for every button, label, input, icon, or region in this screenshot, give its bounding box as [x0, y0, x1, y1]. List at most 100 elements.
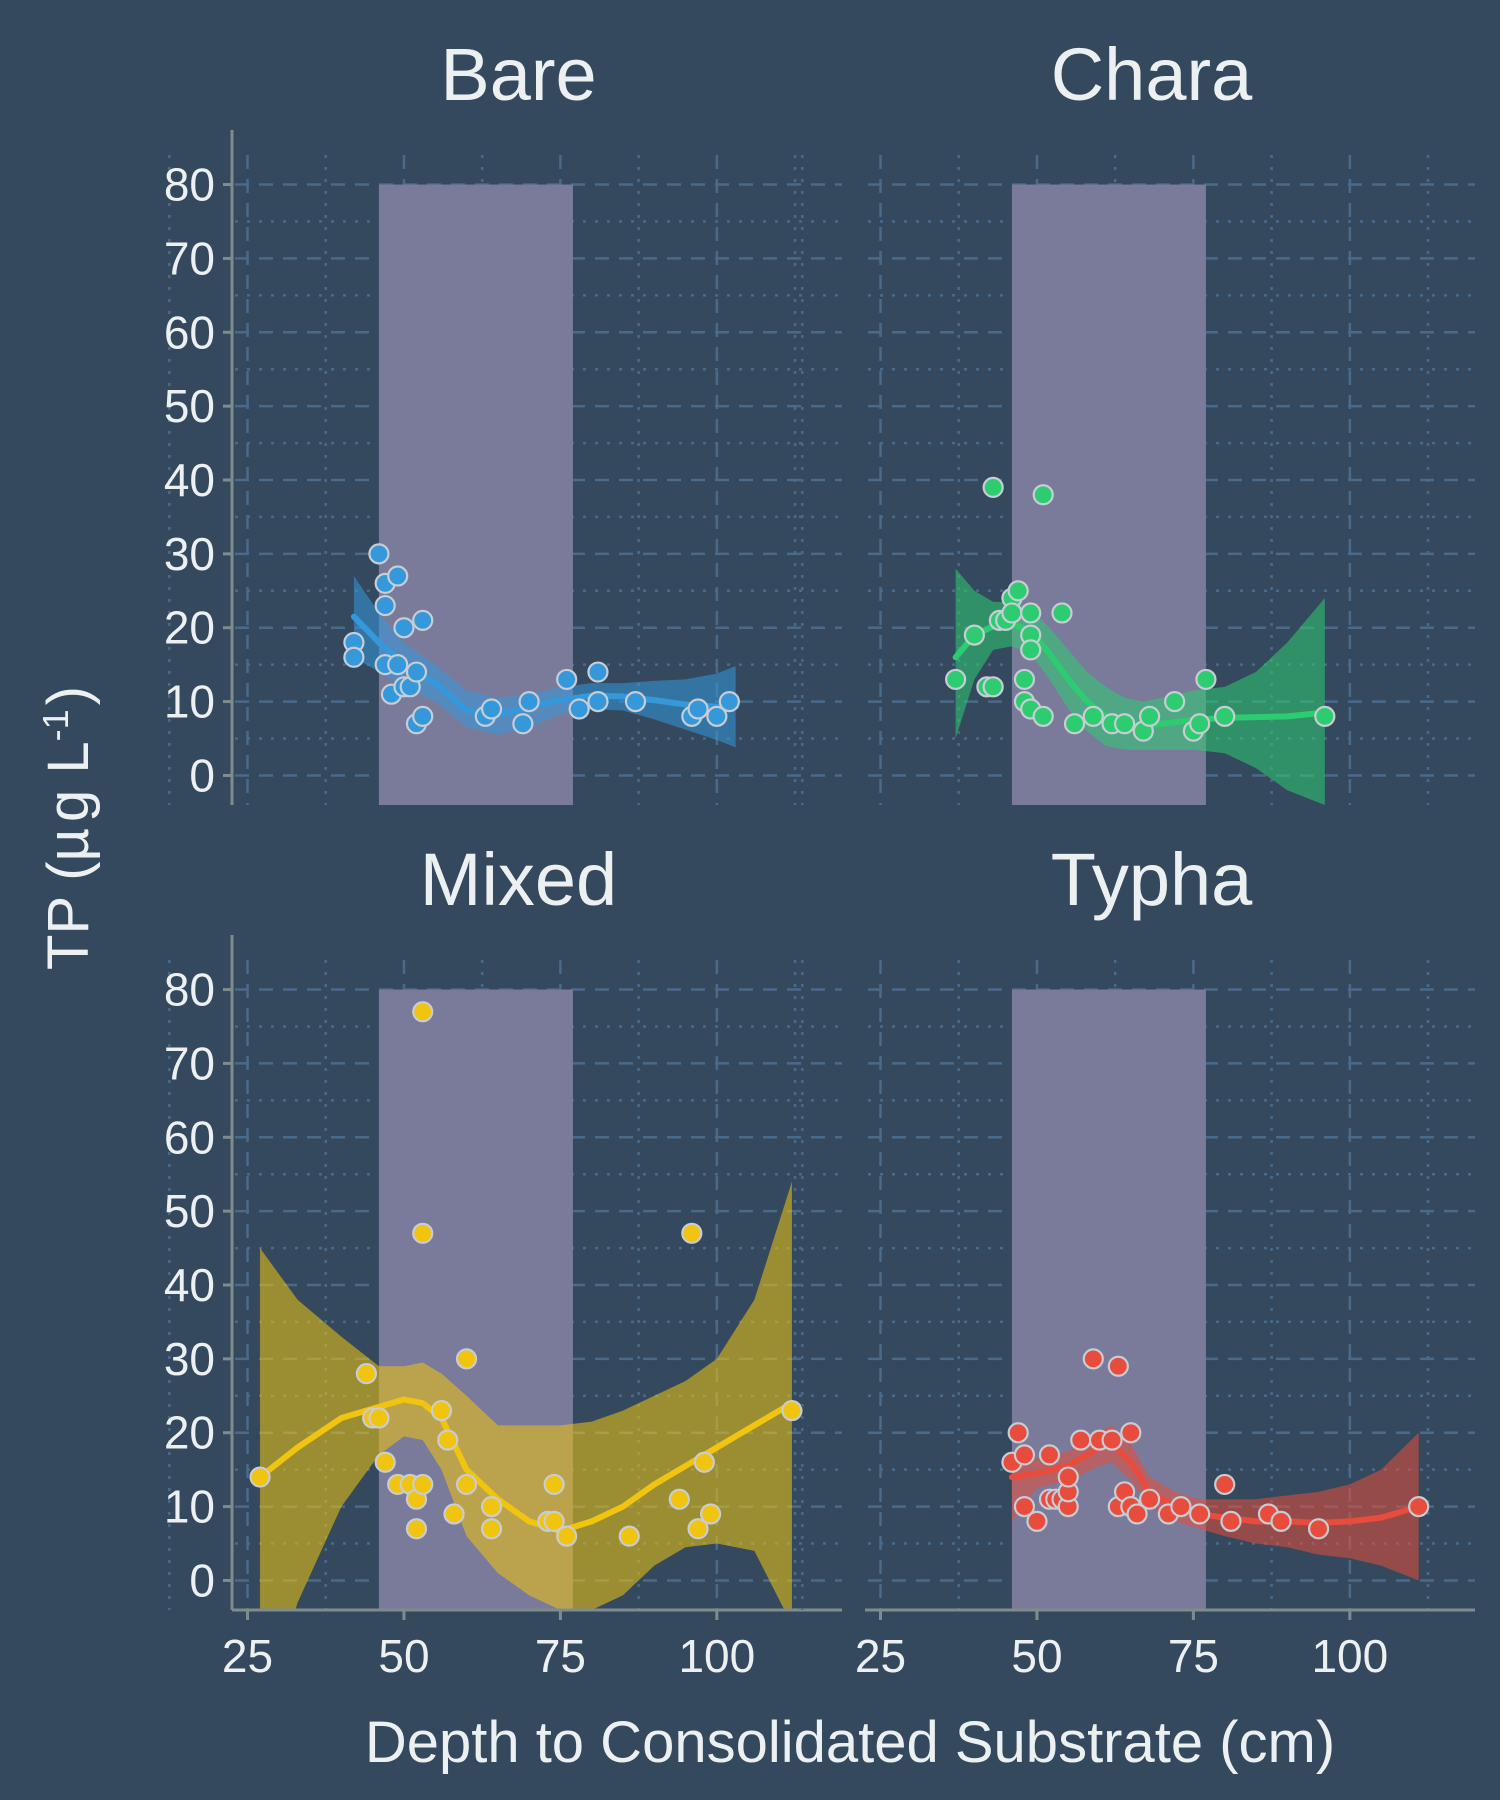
data-point	[368, 543, 390, 565]
confidence-ribbon	[1011, 1425, 1419, 1581]
y-tick-label: 0	[189, 749, 215, 801]
data-point	[1164, 690, 1186, 713]
data-point	[945, 668, 967, 691]
data-point	[543, 1510, 565, 1532]
data-point	[781, 1399, 803, 1422]
data-point	[1032, 705, 1054, 727]
y-tick-label: 10	[164, 1481, 215, 1533]
data-point	[1101, 1429, 1123, 1451]
y-tick-label: 20	[164, 1407, 215, 1459]
data-point	[480, 698, 503, 720]
x-tick-label: 100	[678, 1630, 755, 1682]
panel-title-bare: Bare	[440, 33, 596, 116]
data-point	[1038, 1444, 1061, 1466]
data-point	[1070, 1429, 1092, 1451]
data-point	[1007, 1422, 1029, 1444]
panel-title-chara: Chara	[1051, 33, 1253, 116]
x-tick-label: 50	[378, 1630, 429, 1682]
data-point	[405, 661, 428, 683]
data-point	[249, 1466, 271, 1488]
data-point	[1138, 705, 1161, 727]
data-point	[355, 1363, 378, 1385]
y-tick-label: 30	[164, 528, 215, 580]
data-point	[387, 654, 409, 676]
data-point	[1214, 1473, 1236, 1496]
data-point	[480, 1518, 503, 1540]
data-point	[681, 1222, 703, 1244]
data-point	[1220, 1510, 1242, 1532]
data-point	[1189, 1503, 1211, 1525]
data-point	[1013, 1495, 1036, 1518]
data-point	[1007, 580, 1029, 602]
data-point	[430, 1399, 453, 1422]
x-tick-label: 25	[855, 1630, 906, 1682]
data-point	[1126, 1503, 1148, 1525]
data-point	[374, 1451, 396, 1473]
y-axis-title-unit: g L	[36, 741, 101, 822]
y-tick-label: 80	[164, 964, 215, 1016]
data-point	[374, 594, 396, 617]
data-point	[1013, 668, 1036, 691]
y-tick-label: 50	[164, 380, 215, 432]
data-point	[1063, 713, 1086, 735]
data-point	[1170, 1495, 1192, 1518]
y-tick-label: 70	[164, 232, 215, 284]
plot-area-bare	[343, 543, 740, 748]
data-point	[412, 1001, 434, 1023]
data-point	[1270, 1510, 1292, 1532]
data-point	[343, 646, 365, 668]
y-axis-title-main: TP (	[36, 861, 101, 970]
data-point	[443, 1503, 465, 1525]
data-point	[963, 624, 985, 646]
data-point	[1057, 1466, 1079, 1488]
data-point	[543, 1473, 565, 1496]
data-point	[405, 1518, 428, 1540]
data-point	[1082, 1348, 1104, 1370]
y-axis-title-close: )	[36, 686, 101, 705]
plot-area-chara	[945, 476, 1336, 805]
data-point	[718, 690, 740, 713]
data-point	[982, 476, 1004, 498]
data-point	[1214, 705, 1236, 727]
panel-chara: Chara	[801, 33, 1475, 805]
data-point	[1408, 1495, 1430, 1518]
data-point	[1020, 602, 1042, 624]
data-point	[518, 690, 540, 713]
data-point	[412, 1222, 434, 1244]
y-tick-label: 50	[164, 1185, 215, 1237]
y-axis-title-mu: µ	[36, 828, 101, 861]
data-point	[1120, 1422, 1142, 1444]
x-tick-label: 100	[1311, 1630, 1388, 1682]
data-point	[412, 705, 434, 727]
data-point	[393, 617, 415, 639]
x-tick-label: 75	[535, 1630, 586, 1682]
data-point	[1013, 1444, 1036, 1466]
data-point	[668, 1488, 690, 1510]
y-tick-label: 70	[164, 1037, 215, 1089]
data-point	[480, 1495, 503, 1518]
data-point	[706, 705, 728, 727]
data-point	[618, 1525, 640, 1547]
data-point	[437, 1429, 459, 1451]
x-tick-label: 25	[222, 1630, 273, 1682]
data-point	[455, 1348, 478, 1370]
data-point	[1138, 1488, 1161, 1510]
data-point	[556, 668, 578, 691]
data-point	[1195, 668, 1217, 691]
plot-area-typha	[1001, 1348, 1430, 1581]
data-point	[455, 1473, 478, 1496]
data-point	[687, 1518, 709, 1540]
y-tick-label: 0	[189, 1554, 215, 1606]
data-point	[387, 565, 409, 587]
y-tick-label: 10	[164, 676, 215, 728]
confidence-ribbon	[260, 1181, 792, 1610]
data-point	[368, 1407, 390, 1429]
data-point	[699, 1503, 722, 1525]
data-point	[624, 690, 647, 713]
data-point	[1001, 602, 1023, 624]
data-point	[1020, 639, 1042, 661]
data-point	[1051, 602, 1073, 624]
x-tick-label: 75	[1168, 1630, 1219, 1682]
x-axis-title: Depth to Consolidated Substrate (cm)	[365, 1710, 1335, 1775]
